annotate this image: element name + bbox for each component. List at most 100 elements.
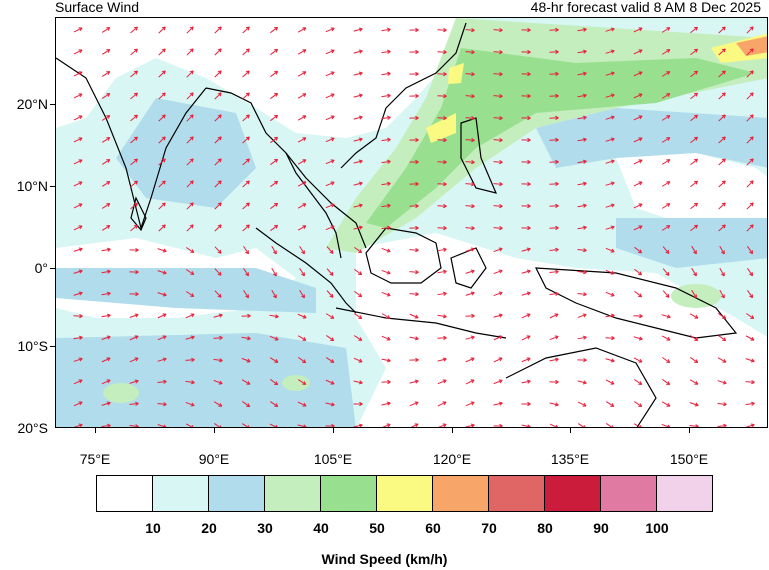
- wind-arrow: [747, 268, 754, 277]
- wind-arrow: [73, 335, 83, 340]
- wind-arrow: [243, 289, 249, 299]
- wind-arrow: [101, 225, 111, 231]
- wind-arrow: [325, 27, 335, 33]
- colorbar-title: Wind Speed (km/h): [321, 551, 448, 567]
- wind-arrow: [73, 291, 83, 296]
- wind-arrow: [270, 224, 279, 232]
- wind-arrow: [690, 224, 699, 232]
- wind-arrow: [354, 268, 363, 276]
- wind-arrow: [73, 137, 83, 143]
- wind-arrow: [130, 92, 138, 100]
- wind-arrow: [185, 335, 195, 340]
- wind-arrow: [101, 71, 111, 77]
- colorbar-label: 90: [593, 520, 609, 536]
- wind-arrow: [353, 93, 363, 98]
- lat-label-20n: 20°N: [16, 96, 48, 112]
- wind-arrow: [465, 379, 475, 385]
- wind-arrow: [605, 358, 615, 363]
- wind-arrow: [605, 159, 615, 164]
- wind-arrow: [465, 247, 475, 252]
- wind-arrow: [101, 159, 111, 165]
- wind-arrow: [129, 424, 139, 427]
- wind-arrow: [719, 245, 725, 255]
- wind-arrow: [186, 180, 194, 188]
- wind-arrow: [493, 313, 503, 318]
- wind-arrow: [73, 313, 83, 319]
- wind-map[interactable]: [55, 17, 768, 428]
- wind-arrow: [549, 247, 559, 252]
- wind-arrow: [633, 313, 643, 319]
- wind-arrow: [242, 180, 250, 188]
- wind-arrow: [297, 313, 307, 319]
- wind-arrow: [745, 401, 755, 406]
- wind-arrow: [381, 313, 391, 319]
- wind-arrow: [297, 379, 307, 385]
- wind-arrow: [493, 401, 503, 406]
- wind-arrow: [661, 357, 671, 364]
- wind-arrow: [577, 71, 587, 76]
- wind-arrow: [353, 225, 363, 230]
- lon-tick: [452, 428, 453, 433]
- wind-arrow: [521, 225, 531, 231]
- lon-tick: [333, 428, 334, 433]
- wind-arrow: [577, 270, 587, 275]
- wind-arrow: [493, 138, 503, 143]
- wind-arrow: [214, 136, 222, 144]
- wind-arrow: [325, 357, 335, 363]
- wind-arrow: [297, 424, 307, 427]
- wind-arrow: [661, 335, 671, 341]
- wind-arrow: [129, 291, 139, 297]
- colorbar-label: 80: [537, 520, 553, 536]
- wind-arrow: [438, 423, 447, 427]
- colorbar-label: 10: [145, 520, 161, 536]
- wind-arrow: [353, 115, 363, 120]
- wind-arrow: [297, 137, 307, 143]
- wind-arrow: [409, 225, 419, 231]
- wind-arrow: [186, 158, 194, 166]
- wind-arrow: [270, 92, 279, 100]
- wind-arrow: [521, 335, 531, 341]
- wind-arrow: [241, 423, 250, 427]
- storm-patch-northeast: [736, 36, 767, 56]
- wind-arrow: [214, 268, 222, 276]
- wind-arrow: [214, 246, 222, 254]
- wind-arrow: [297, 159, 307, 165]
- wind-arrow: [130, 136, 138, 144]
- wind-arrow: [633, 379, 643, 385]
- wind-arrow: [269, 335, 279, 341]
- wind-arrow: [605, 379, 615, 385]
- wind-arrow: [661, 159, 671, 165]
- wind-arrow: [158, 202, 166, 210]
- wind-arrow: [437, 181, 447, 187]
- wind-arrow: [214, 48, 222, 56]
- wind-arrow: [409, 292, 419, 297]
- wind-arrow: [214, 224, 222, 232]
- wind-arrow: [297, 225, 307, 231]
- wind-arrow: [270, 26, 279, 34]
- wind-arrow: [299, 267, 305, 277]
- wind-arrow: [297, 115, 307, 121]
- wind-arrow: [185, 401, 195, 407]
- wind-arrow: [325, 402, 335, 407]
- wind-arrow: [73, 247, 83, 252]
- wind-arrow: [691, 267, 697, 277]
- wind-arrow: [690, 92, 699, 100]
- wind-arrow: [605, 93, 615, 98]
- wind-arrow: [661, 314, 671, 319]
- calm-region-north: [56, 18, 466, 138]
- wind-arrow: [186, 202, 194, 210]
- wind-arrow: [605, 27, 615, 32]
- pacific-band: [536, 108, 767, 168]
- wind-arrow: [241, 379, 251, 385]
- wind-arrow: [73, 225, 83, 231]
- wind-arrow: [409, 248, 419, 253]
- wind-arrow: [465, 138, 475, 143]
- wind-arrow: [297, 203, 307, 209]
- wind-arrow: [493, 50, 503, 55]
- wind-arrow: [409, 93, 419, 99]
- wind-arrow: [633, 225, 643, 231]
- wind-arrow: [493, 72, 503, 77]
- wind-arrow: [605, 49, 615, 54]
- wind-arrow: [353, 357, 363, 363]
- colorbar-swatch-0: [96, 475, 153, 512]
